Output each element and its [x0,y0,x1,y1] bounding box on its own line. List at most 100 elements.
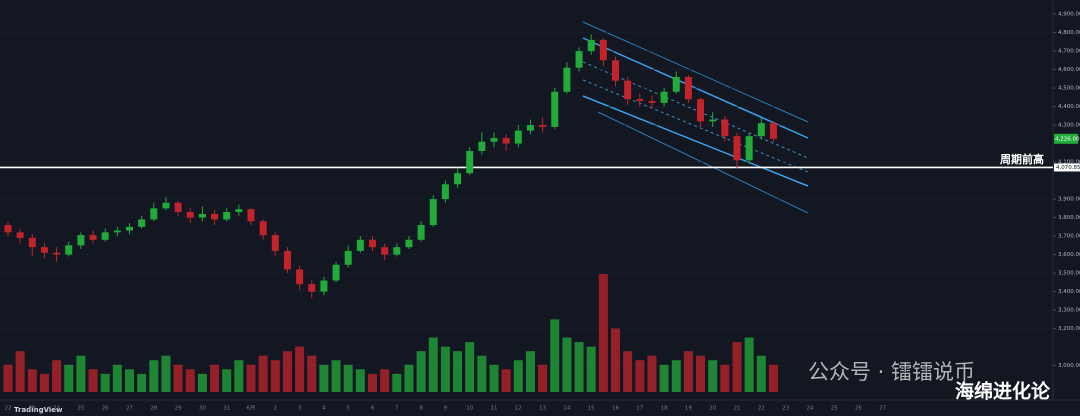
x-tick-label: 24 [53,406,60,412]
x-tick-label: 15 [588,406,595,412]
candle-body [769,123,777,139]
x-tick-label: 16 [612,406,619,412]
volume-bar [88,369,98,392]
x-tick-label: 5 [346,406,350,412]
hline-tag-label: 4,070.85 [1056,165,1080,171]
candle-body [223,212,231,220]
candle-body [113,230,121,233]
volume-bar [355,369,365,392]
volume-bar [15,351,25,392]
volume-bar [112,364,122,392]
x-tick-label: 18 [661,406,668,412]
volume-bar [513,360,523,392]
volume-bar [76,355,86,392]
candle-body [429,199,437,225]
volume-bar [416,351,426,392]
volume-bar [647,355,657,392]
candle-body [502,138,510,144]
volume-bar [501,369,511,392]
volume-bar [125,369,134,392]
volume-bar [768,364,778,392]
candle-body [77,235,85,246]
volume-bar [611,328,620,392]
volume-bar [671,360,681,392]
y-tick-label: 4,700.00 [1058,49,1080,55]
candle-body [539,125,547,127]
candle-body [308,284,316,292]
volume-bar [343,364,353,392]
volume-bar [696,355,706,392]
candle-body [150,208,158,220]
y-tick-label: 4,300.00 [1058,123,1080,129]
volume-bar [489,364,499,392]
volume-bar [683,351,693,392]
volume-bar [380,369,390,392]
candle-body [551,91,559,127]
y-tick-label: 4,600.00 [1058,67,1080,73]
x-tick-label: 28 [150,406,157,412]
candle-body [320,280,328,292]
candle-body [186,212,194,218]
candle-body [417,224,425,240]
candle-body [16,232,24,238]
candle-body [599,39,607,61]
x-tick-label: 2 [274,406,278,412]
y-tick-label: 3,300.00 [1058,308,1080,314]
x-tick-label: 23 [782,406,789,412]
candle-body [211,213,219,220]
x-tick-label: 19 [685,406,692,412]
y-tick-label: 3,400.00 [1058,289,1080,295]
candle-body [4,224,12,233]
x-tick-label: 11 [491,406,498,412]
volume-bar [331,360,341,392]
volume-bar [210,364,220,392]
volume-bar [635,360,645,392]
candle-body [28,237,36,248]
candle-body [65,245,73,255]
x-tick-label: 22 [5,406,12,412]
y-tick-label: 3,500.00 [1058,271,1080,277]
candle-body [745,136,753,161]
candle-body [466,150,474,174]
y-tick-label: 3,700.00 [1058,234,1080,240]
volume-bar [562,337,572,392]
brand: TradingView [14,406,63,414]
candle-body [478,141,486,151]
candle-body [660,91,668,103]
volume-bar [392,373,402,392]
candle-body [697,99,705,122]
volume-bar [550,319,560,392]
volume-bar [453,351,463,392]
hline-tag [1054,163,1080,172]
y-tick-label: 4,400.00 [1058,104,1080,110]
y-tick-label: 3,200.00 [1058,326,1080,332]
x-tick-label: 31 [223,406,230,412]
price-pane [0,34,1053,299]
x-tick-label: 25 [77,406,84,412]
y-tick-label: 4,900.00 [1058,12,1080,18]
x-tick-label: 13 [539,406,546,412]
watermark: 公众号 · 镭镭说币 [808,360,975,384]
x-tick-label: 21 [734,406,741,412]
x-tick-label: 29 [175,406,182,412]
candle-body [40,247,48,253]
x-tick-label: 30 [199,406,206,412]
candle-body [612,60,619,81]
x-tick-label: 14 [563,406,570,412]
x-tick-label: 22 [758,406,765,412]
candle-body [624,80,632,100]
channel-line [582,95,809,187]
y-tick-label: 4,100.00 [1058,160,1080,166]
y-tick-label: 3,000.00 [1058,363,1080,369]
candle-body [235,209,243,213]
x-tick-label: 20 [709,406,716,412]
candle-body [89,235,97,240]
volume-bar [756,355,766,392]
x-tick-label: 25 [831,406,838,412]
volume-bar [258,355,268,392]
last-price-label: 4,226.00 [1055,136,1080,142]
y-tick-label: 4,800.00 [1058,30,1080,36]
candle-body [174,202,182,213]
volume-bar [3,364,13,392]
